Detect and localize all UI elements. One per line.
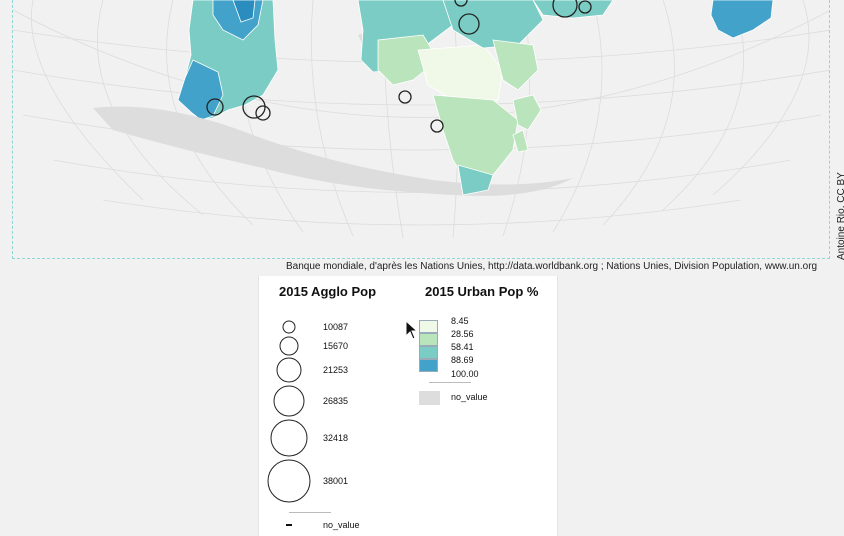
- legend-choropleth-sep: [429, 382, 471, 383]
- legend-circle-label: 26835: [323, 396, 349, 406]
- legend-panel: 2015 Agglo Pop 10087 15670 21253 26835 3…: [258, 276, 558, 536]
- legend-circles-title: 2015 Agglo Pop: [279, 284, 377, 299]
- legend-break: 8.45: [451, 316, 469, 326]
- australia[interactable]: [710, 0, 774, 39]
- legend-circle-3: [276, 357, 302, 383]
- legend-choropleth-no-value: no_value: [451, 392, 488, 402]
- legend-swatch-3: [419, 346, 438, 359]
- legend-swatch-2: [419, 333, 438, 346]
- legend-swatch-1: [419, 320, 438, 333]
- legend-swatch-4: [419, 359, 438, 372]
- legend-circle-5: [270, 419, 308, 457]
- legend-circle-label: 38001: [323, 476, 349, 486]
- legend-break: 28.56: [451, 329, 474, 339]
- south-america[interactable]: [177, 0, 279, 121]
- legend-circle-label: 21253: [323, 365, 349, 375]
- legend-circle-label: 32418: [323, 433, 349, 443]
- legend-circle-6: [267, 459, 311, 503]
- proportional-circles: [267, 320, 331, 526]
- legend-choropleth-title: 2015 Urban Pop %: [425, 284, 539, 299]
- map-credit: Antoine Rio, CC BY: [836, 172, 844, 260]
- map-source: Banque mondiale, d'après les Nations Uni…: [286, 261, 818, 272]
- legend-break: 88.69: [451, 355, 474, 365]
- legend-no-value-swatch: [419, 391, 440, 405]
- legend-break: 100.00: [451, 369, 479, 379]
- legend-circle-4: [273, 385, 305, 417]
- africa[interactable]: [357, 0, 614, 196]
- legend-break: 58.41: [451, 342, 474, 352]
- antarctica: [93, 106, 573, 196]
- legend-circle-2: [279, 336, 299, 356]
- legend-circles-sep: [289, 512, 331, 513]
- legend-circle-label: 10087: [323, 322, 349, 332]
- legend-circle-label: 15670: [323, 341, 349, 351]
- legend-circles-no-value: no_value: [323, 520, 360, 530]
- no-value-dash: [286, 524, 292, 526]
- mouse-cursor-icon: [405, 320, 419, 340]
- map-frame[interactable]: [12, 0, 830, 259]
- legend-circle-1: [282, 320, 296, 334]
- agglo-circles[interactable]: [206, 0, 592, 133]
- map-canvas[interactable]: [13, 0, 830, 259]
